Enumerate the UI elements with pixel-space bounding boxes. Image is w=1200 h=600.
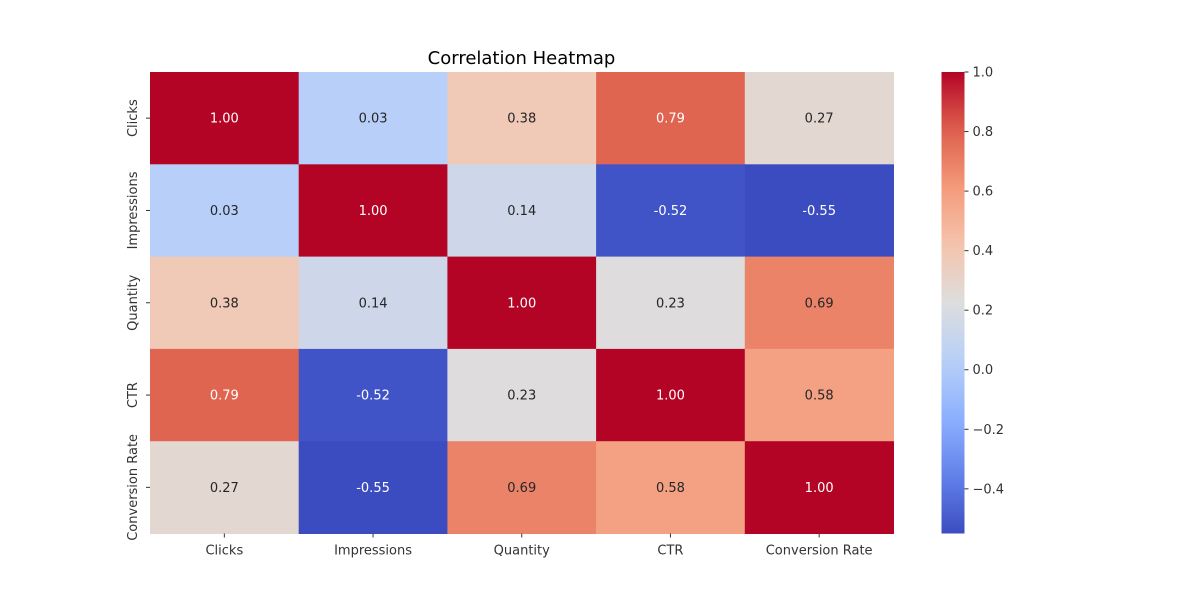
cell-value-label: 0.38 — [210, 296, 239, 311]
cell-value-label: 0.69 — [805, 296, 834, 311]
cell-value-label: 1.00 — [805, 481, 834, 496]
heatmap-cell — [596, 164, 746, 258]
cell-value-label: -0.52 — [356, 389, 390, 404]
colorbar: 1.0 0.8 0.6 0.4 0.2 0.0 −0.2 −0.4 — [941, 66, 1005, 534]
x-tick-label: Impressions — [334, 544, 412, 559]
cell-value-label: 1.00 — [359, 204, 388, 219]
cell-value-label: 0.58 — [656, 481, 685, 496]
cell-value-label: -0.55 — [356, 481, 390, 496]
heatmap-cell — [596, 348, 746, 442]
y-tick-label: Conversion Rate — [126, 434, 141, 541]
heatmap-cell — [150, 348, 300, 442]
cell-value-label: 0.27 — [805, 112, 834, 127]
colorbar-tick-label: 0.4 — [973, 244, 994, 259]
x-tick-label: CTR — [657, 544, 683, 559]
heatmap-cell — [447, 72, 597, 165]
heatmap-cell — [150, 441, 300, 534]
heatmap-cell — [596, 441, 746, 534]
heatmap-cell — [447, 441, 597, 534]
cell-value-label: 0.03 — [359, 112, 388, 127]
colorbar-tick-label: 0.2 — [973, 304, 994, 319]
heatmap-cell — [744, 441, 894, 534]
cell-value-label: -0.55 — [802, 204, 836, 219]
heatmap-cell — [150, 72, 300, 165]
cell-value-label: -0.52 — [654, 204, 688, 219]
heatmap-cell — [744, 256, 894, 350]
cell-value-label: 0.27 — [210, 481, 239, 496]
heatmap-cell — [596, 256, 746, 350]
heatmap-cell — [298, 256, 448, 350]
x-axis: Clicks Impressions Quantity CTR Conversion R… — [205, 533, 873, 559]
cell-value-label: 0.23 — [656, 296, 685, 311]
cell-value-label: 0.14 — [359, 296, 388, 311]
chart-title: Correlation Heatmap — [428, 48, 616, 69]
x-tick-label: Clicks — [205, 544, 243, 559]
colorbar-tick-label: 0.6 — [973, 185, 994, 200]
y-tick-label: Quantity — [126, 274, 141, 330]
colorbar-tick-label: −0.2 — [973, 423, 1005, 438]
heatmap-cells — [150, 72, 894, 534]
cell-value-label: 1.00 — [507, 296, 536, 311]
heatmap-cell — [298, 441, 448, 534]
heatmap-cell — [744, 348, 894, 442]
colorbar-tick-label: 0.0 — [973, 363, 994, 378]
colorbar-gradient — [941, 72, 965, 534]
heatmap-cell — [447, 164, 597, 258]
heatmap-cell — [744, 164, 894, 258]
heatmap-cell — [447, 348, 597, 442]
colorbar-tick-label: 1.0 — [973, 66, 994, 81]
x-tick-label: Conversion Rate — [766, 544, 873, 559]
cell-value-label: 0.58 — [805, 389, 834, 404]
heatmap-cell-labels: 1.00 0.03 0.38 0.79 0.27 0.03 1.00 0.14 -0.52 -0.… — [210, 112, 836, 496]
cell-value-label: 0.69 — [507, 481, 536, 496]
y-tick-label: Impressions — [126, 171, 141, 249]
heatmap-cell — [298, 348, 448, 442]
heatmap-cell — [447, 256, 597, 350]
cell-value-label: 0.14 — [507, 204, 536, 219]
heatmap-cell — [150, 256, 300, 350]
heatmap-cell — [298, 164, 448, 258]
cell-value-label: 0.38 — [507, 112, 536, 127]
cell-value-label: 1.00 — [656, 389, 685, 404]
cell-value-label: 0.79 — [656, 112, 685, 127]
heatmap-cell — [744, 72, 894, 165]
cell-value-label: 0.79 — [210, 389, 239, 404]
cell-value-label: 1.00 — [210, 112, 239, 127]
colorbar-tick-label: 0.8 — [973, 125, 994, 140]
y-axis: Clicks Impressions Quantity CTR Conversion R… — [126, 99, 150, 541]
heatmap-cell — [150, 164, 300, 258]
heatmap-cell — [298, 72, 448, 165]
cell-value-label: 0.03 — [210, 204, 239, 219]
heatmap-cell — [596, 72, 746, 165]
cell-value-label: 0.23 — [507, 389, 536, 404]
colorbar-tick-label: −0.4 — [973, 482, 1005, 497]
y-tick-label: Clicks — [126, 99, 141, 137]
y-tick-label: CTR — [126, 382, 141, 408]
x-tick-label: Quantity — [494, 544, 550, 559]
